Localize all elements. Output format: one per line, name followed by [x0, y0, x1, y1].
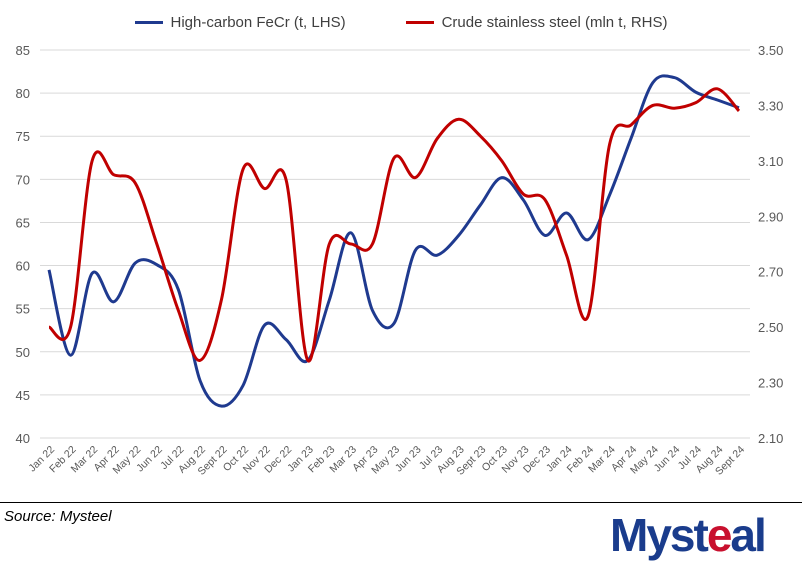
y-right-tick-label: 2.10	[758, 431, 783, 446]
y-right-tick-label: 2.70	[758, 265, 783, 280]
source-note: Source: Mysteel	[4, 508, 112, 525]
y-left-tick-label: 65	[16, 215, 30, 230]
legend-label-fecr: High-carbon FeCr (t, LHS)	[170, 14, 346, 31]
legend-item-fecr: High-carbon FeCr (t, LHS)	[134, 14, 346, 31]
legend: High-carbon FeCr (t, LHS) Crude stainles…	[0, 14, 802, 31]
y-left-tick-label: 85	[16, 43, 30, 58]
plot-area: 40 45 50 55 60 65 70 75 80 85 2.10 2.30 2.50 2.70 2.90…	[16, 43, 784, 478]
y-left-tick-label: 55	[16, 302, 30, 317]
y-right-tick-label: 2.90	[758, 209, 783, 224]
legend-swatch-fecr	[134, 21, 163, 24]
y-right-tick-label: 3.10	[758, 154, 783, 169]
series-line-fecr	[47, 74, 740, 408]
divider	[0, 502, 802, 503]
y-left-tick-label: 50	[16, 345, 30, 360]
y-left-tick-label: 80	[16, 86, 30, 101]
y-left-tick-label: 40	[16, 431, 30, 446]
y-right-tick-label: 3.30	[758, 98, 783, 113]
y-right-tick-label: 2.30	[758, 376, 783, 391]
y-left-tick-label: 60	[16, 259, 30, 274]
y-left-tick-label: 45	[16, 388, 30, 403]
y-right-tick-label: 3.50	[758, 43, 783, 58]
y-left-tick-label: 70	[16, 172, 30, 187]
mysteel-logo: Mysteal	[610, 509, 767, 561]
legend-item-stainless: Crude stainless steel (mln t, RHS)	[405, 14, 668, 31]
series-line-stainless	[48, 87, 741, 363]
y-left-tick-label: 75	[16, 129, 30, 144]
legend-label-stainless: Crude stainless steel (mln t, RHS)	[441, 14, 668, 31]
y-right-tick-label: 2.50	[758, 320, 783, 335]
legend-swatch-stainless	[405, 21, 434, 24]
